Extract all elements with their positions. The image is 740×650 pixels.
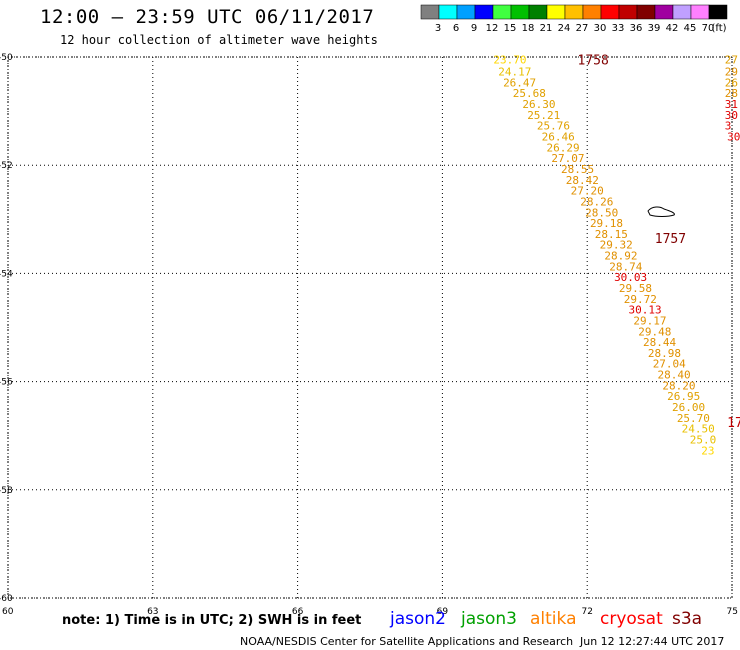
x-tick-label: 72 — [581, 607, 592, 617]
colorbar-tick-label: 39 — [648, 23, 661, 34]
colorbar-tick-label: 45 — [684, 23, 697, 34]
swh-label: 26.30 — [522, 98, 555, 111]
swh-label: 28.98 — [648, 347, 681, 360]
swh-label: 28.42 — [566, 174, 599, 187]
colorbar-tick-label: 15 — [504, 23, 517, 34]
colorbar-tick-label: 42 — [666, 23, 679, 34]
pass-time-label: 1758 — [578, 54, 609, 69]
y-tick-label: -60 — [0, 594, 13, 604]
island-outline — [647, 206, 675, 217]
swh-label: 30.13 — [629, 304, 662, 317]
swh-label-edge: 3 — [725, 120, 732, 133]
color-scale-legend: 3 6 9 12 15 18 21 24 27 30 33 36 39 42 45 70(ft) — [420, 4, 728, 34]
swh-label-edge: 28 — [725, 87, 738, 100]
swh-label: 27.04 — [653, 358, 686, 371]
y-tick-label: -58 — [0, 486, 13, 496]
y-tick-label: -54 — [0, 269, 13, 279]
swh-label: 29.72 — [624, 293, 657, 306]
pass-time-label: 17 — [727, 416, 740, 431]
swh-label: 29.17 — [633, 314, 666, 327]
colorbar-unit-label: (ft) — [711, 23, 726, 34]
x-tick-label: 66 — [292, 607, 304, 617]
x-tick-label: 75 — [727, 607, 738, 617]
swh-label: 28.20 — [662, 379, 695, 392]
plot-frame — [7, 56, 733, 599]
swh-label: 29.32 — [600, 239, 633, 252]
swh-label: 29.48 — [638, 325, 671, 338]
swh-label: 25.21 — [527, 109, 560, 122]
colorbar-tick-label: 21 — [540, 23, 553, 34]
colorbar-tick-label: 18 — [522, 23, 535, 34]
swh-label: 26.47 — [503, 76, 536, 89]
y-tick-label: -56 — [0, 378, 13, 388]
swh-label: 28.40 — [658, 369, 691, 382]
colorbar-tick-label: 70 — [702, 23, 715, 34]
swh-label: 28.15 — [595, 228, 628, 241]
swh-label: 24.50 — [682, 423, 715, 436]
x-tick-label: 60 — [2, 607, 14, 617]
colorbar-tick-label: 33 — [612, 23, 625, 34]
colorbar-swatch — [708, 4, 728, 20]
swh-label: 28.44 — [643, 336, 676, 349]
swh-label: 30.03 — [614, 271, 647, 284]
swh-label: 29.18 — [590, 217, 623, 230]
y-tick-label: -50 — [0, 53, 13, 63]
swh-label: 26.00 — [672, 401, 705, 414]
swh-label: 23 — [701, 444, 714, 457]
swh-label: 28.92 — [604, 250, 637, 263]
swh-label: 27.20 — [571, 185, 604, 198]
colorbar-tick-label: 30 — [594, 23, 607, 34]
swh-label-edge: 29.0 — [725, 66, 740, 79]
swh-label-edge: 30 — [727, 131, 740, 144]
colorbar-tick-label: 12 — [486, 23, 499, 34]
swh-label: 25.68 — [513, 87, 546, 100]
y-tick-label: -52 — [0, 161, 13, 171]
swh-label: 26.46 — [542, 131, 575, 144]
pass-time-label: 1757 — [655, 232, 686, 247]
colorbar-tick-label: 9 — [471, 23, 477, 34]
swh-label: 23.70 — [493, 54, 526, 67]
swh-label: 25.76 — [537, 120, 570, 133]
swh-label: 28.26 — [580, 195, 613, 208]
swh-label: 28.50 — [585, 206, 618, 219]
swh-label: 26.95 — [667, 390, 700, 403]
colorbar-tick-label: 36 — [630, 23, 643, 34]
swh-label: 25.70 — [677, 412, 710, 425]
swh-label: 29.58 — [619, 282, 652, 295]
swh-label: 25.0 — [690, 433, 717, 446]
colorbar-tick-label: 27 — [576, 23, 589, 34]
swh-label-edge: 26. — [725, 76, 740, 89]
colorbar-tick-label: 3 — [435, 23, 441, 34]
swh-label: 26.29 — [547, 141, 580, 154]
colorbar-tick-label: 6 — [453, 23, 459, 34]
swh-label-edge: 31 — [725, 98, 738, 111]
swh-label: 27.07 — [551, 152, 584, 165]
swh-label-edge: 27.6 — [725, 54, 740, 67]
swh-label: 24.17 — [498, 66, 531, 79]
swh-label: 28.55 — [561, 163, 594, 176]
x-tick-label: 63 — [147, 607, 158, 617]
x-tick-label: 69 — [437, 607, 449, 617]
chart-subtitle: 12 hour collection of altimeter wave hei… — [60, 33, 378, 47]
swh-label-edge: 30 — [725, 109, 738, 122]
colorbar-tick-label: 24 — [558, 23, 571, 34]
swh-label: 28.74 — [609, 260, 642, 273]
chart-title: 12:00 — 23:59 UTC 06/11/2017 — [40, 6, 375, 28]
